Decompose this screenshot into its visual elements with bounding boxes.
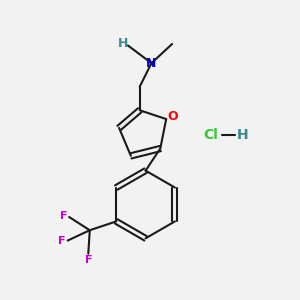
- Text: N: N: [146, 57, 157, 70]
- Text: Cl: Cl: [203, 128, 218, 142]
- Text: F: F: [85, 255, 92, 265]
- Text: H: H: [237, 128, 249, 142]
- Text: F: F: [58, 236, 65, 245]
- Text: O: O: [167, 110, 178, 123]
- Text: H: H: [117, 38, 128, 50]
- Text: F: F: [59, 211, 67, 220]
